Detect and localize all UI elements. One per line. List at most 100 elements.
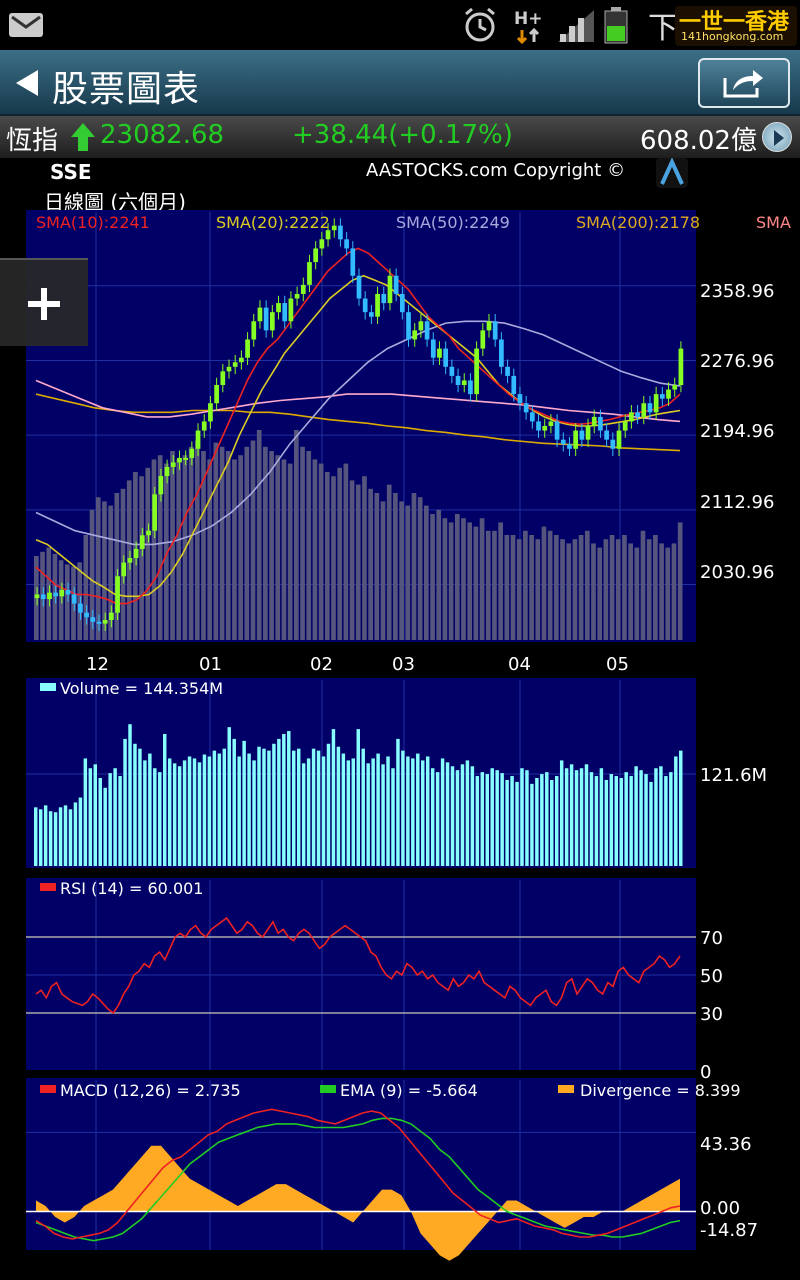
x-tick-02: 02: [310, 654, 333, 675]
signal-icon: [558, 10, 594, 42]
candle-body: [517, 394, 523, 404]
candle-body: [598, 416, 603, 431]
carrier-label: 下: [648, 11, 678, 46]
volume-bar: [321, 756, 326, 866]
volume-bar: [599, 768, 604, 866]
volume-bar: [282, 734, 286, 866]
volume-bar: [510, 776, 514, 866]
volume-bar: [515, 781, 519, 866]
volume-bar: [287, 731, 291, 866]
volume-bar: [143, 760, 147, 866]
candle-body: [65, 589, 71, 595]
go-button[interactable]: [762, 122, 792, 152]
price-volume-bar: [485, 530, 491, 640]
price-volume-bar: [547, 530, 553, 640]
volume-bar: [108, 773, 112, 866]
volume-bar: [545, 772, 549, 866]
page-title: 股票圖表: [52, 69, 201, 110]
volume-bar: [574, 770, 579, 866]
aastocks-logo: [656, 157, 688, 188]
volume-bar: [277, 738, 281, 866]
macd-tick-2: 0.00: [700, 1198, 740, 1219]
share-icon: [723, 70, 763, 98]
price-volume-bar: [188, 446, 194, 640]
volume-bar: [58, 807, 63, 866]
rsi-panel: [26, 878, 696, 1070]
volume-bar: [554, 776, 559, 866]
candle-body: [418, 321, 424, 331]
price-volume-bar: [368, 488, 373, 640]
price-volume-bar: [461, 518, 466, 640]
chart-symbol: SSE: [50, 160, 92, 184]
price-volume-bar: [529, 535, 534, 640]
price-volume-bar: [541, 526, 547, 640]
volume-bar: [406, 756, 410, 866]
volume-bar: [475, 776, 480, 866]
candle-body: [127, 558, 133, 563]
app-header: 股票圖表: [0, 50, 800, 116]
index-price: 23082.68: [100, 120, 225, 150]
candle-body: [455, 375, 461, 386]
price-volume-bar: [133, 472, 138, 640]
price-volume-bar: [225, 451, 231, 640]
price-volume-bar: [473, 526, 479, 640]
price-volume-bar: [176, 459, 182, 640]
rsi-legend: RSI (14) = 60.001: [60, 879, 203, 898]
candle-body: [34, 594, 40, 599]
volume-bar: [450, 766, 455, 866]
candle-body: [121, 562, 127, 577]
x-tick-04: 04: [508, 654, 531, 675]
price-volume-bar: [108, 505, 113, 640]
alarm-icon: [465, 7, 495, 42]
price-volume-bar: [591, 543, 596, 640]
price-volume-bar: [52, 553, 58, 640]
volume-bar: [500, 773, 504, 866]
volume-bar: [649, 781, 653, 866]
price-volume-bar: [213, 442, 219, 640]
volume-bar: [411, 758, 415, 866]
price-volume-bar: [405, 505, 411, 640]
candle-body: [245, 339, 250, 358]
candle-body: [659, 394, 665, 399]
sma50-line: [35, 320, 681, 546]
candle-body: [412, 330, 418, 340]
price-tick-2: 2276.96: [700, 351, 774, 372]
price-volume-bar: [349, 480, 355, 640]
candle-body: [356, 275, 362, 299]
volume-bar: [311, 748, 316, 866]
candle-body: [406, 312, 411, 340]
ema-legend: EMA (9) = -5.664: [340, 1081, 478, 1100]
price-volume-bar: [677, 522, 683, 640]
legend-sma50: SMA(50):2249: [396, 213, 510, 232]
candle-body: [146, 530, 151, 536]
volume-bar: [133, 743, 137, 866]
zoom-in-button[interactable]: [0, 258, 88, 346]
chart-copyright: AASTOCKS.com Copyright ©: [366, 160, 626, 181]
price-volume-bar: [498, 522, 503, 640]
volume-bar: [495, 770, 499, 866]
price-tick-1: 2358.96: [700, 281, 774, 302]
price-volume-bar: [603, 539, 609, 640]
price-volume-bar: [269, 451, 274, 640]
price-volume-bar: [448, 522, 454, 640]
macd-line: [35, 1108, 681, 1240]
price-volume-bar: [145, 467, 151, 640]
price-volume-bar: [504, 535, 510, 640]
candle-body: [381, 293, 387, 304]
price-volume-bar: [182, 455, 188, 640]
volume-bar: [381, 764, 385, 866]
rsi-legend-swatch: [40, 883, 56, 891]
share-button[interactable]: [698, 58, 790, 108]
volume-bar: [227, 727, 231, 866]
sma20-line: [35, 274, 681, 598]
volume-bar: [158, 772, 162, 866]
candle-body: [84, 612, 89, 618]
index-ticker: 恆指 23082.68 +38.44(+0.17%) 608.02億: [0, 116, 800, 158]
candle-body: [622, 421, 628, 431]
price-volume-bar: [665, 547, 671, 640]
back-arrow-icon[interactable]: [14, 68, 40, 98]
volume-bar: [505, 779, 509, 866]
candle-body: [399, 293, 405, 313]
volume-bar: [326, 743, 331, 866]
candle-body: [214, 385, 219, 404]
